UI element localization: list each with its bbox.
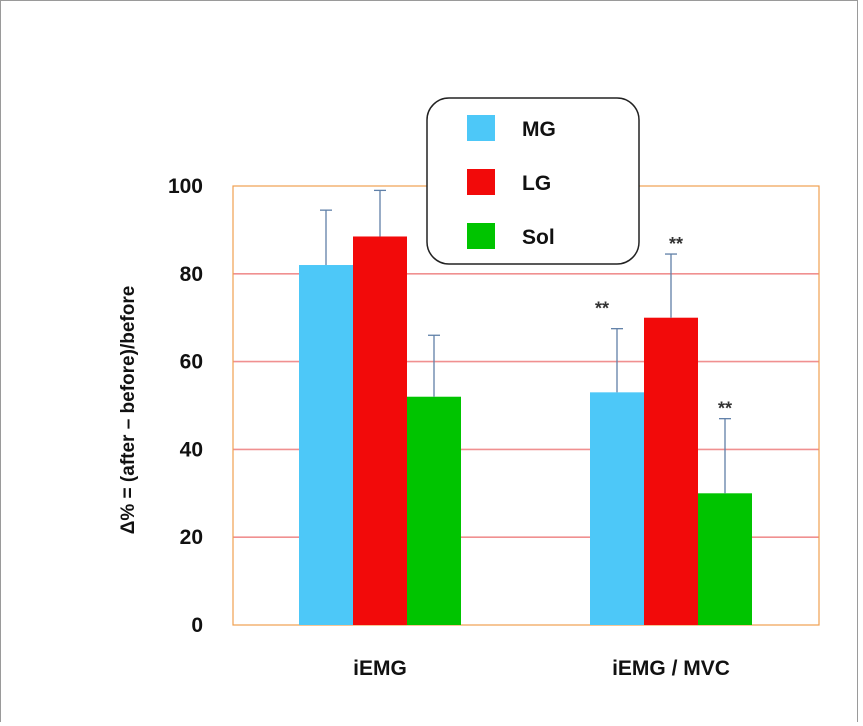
legend-label-sol: Sol — [522, 226, 555, 249]
y-axis-ticks: 0 20 40 60 80 100 — [168, 175, 203, 637]
bar-mg-2 — [590, 392, 644, 625]
bar-sol-1 — [407, 396, 461, 625]
legend-swatch-mg — [467, 115, 495, 141]
legend-label-mg: MG — [522, 118, 556, 141]
legend-swatch-lg — [467, 169, 495, 195]
y-tick-label: 80 — [180, 263, 203, 286]
legend-swatch-sol — [467, 223, 495, 249]
x-category-label: iEMG / MVC — [612, 657, 730, 680]
y-axis-label: Δ% = (after – before)/before — [118, 286, 139, 535]
bar-lg-2 — [644, 317, 698, 625]
y-tick-label: 20 — [180, 526, 203, 549]
x-category-label: iEMG — [353, 657, 407, 680]
significance-markers: ** ** ** — [595, 234, 732, 419]
y-tick-label: 40 — [180, 438, 203, 461]
x-axis-categories: iEMG iEMG / MVC — [353, 657, 730, 680]
y-tick-label: 0 — [191, 614, 203, 637]
bars — [299, 236, 752, 626]
bar-lg-1 — [353, 236, 407, 626]
significance-marker-lg: ** — [669, 234, 683, 254]
bar-mg-1 — [299, 265, 353, 625]
bar-sol-2 — [698, 493, 752, 625]
significance-marker-sol: ** — [718, 399, 732, 419]
error-bars — [320, 189, 731, 494]
significance-marker-mg: ** — [595, 299, 609, 319]
legend-label-lg: LG — [522, 172, 551, 195]
y-tick-label: 100 — [168, 175, 203, 198]
legend: MG LG Sol — [426, 97, 640, 265]
y-tick-label: 60 — [180, 351, 203, 374]
